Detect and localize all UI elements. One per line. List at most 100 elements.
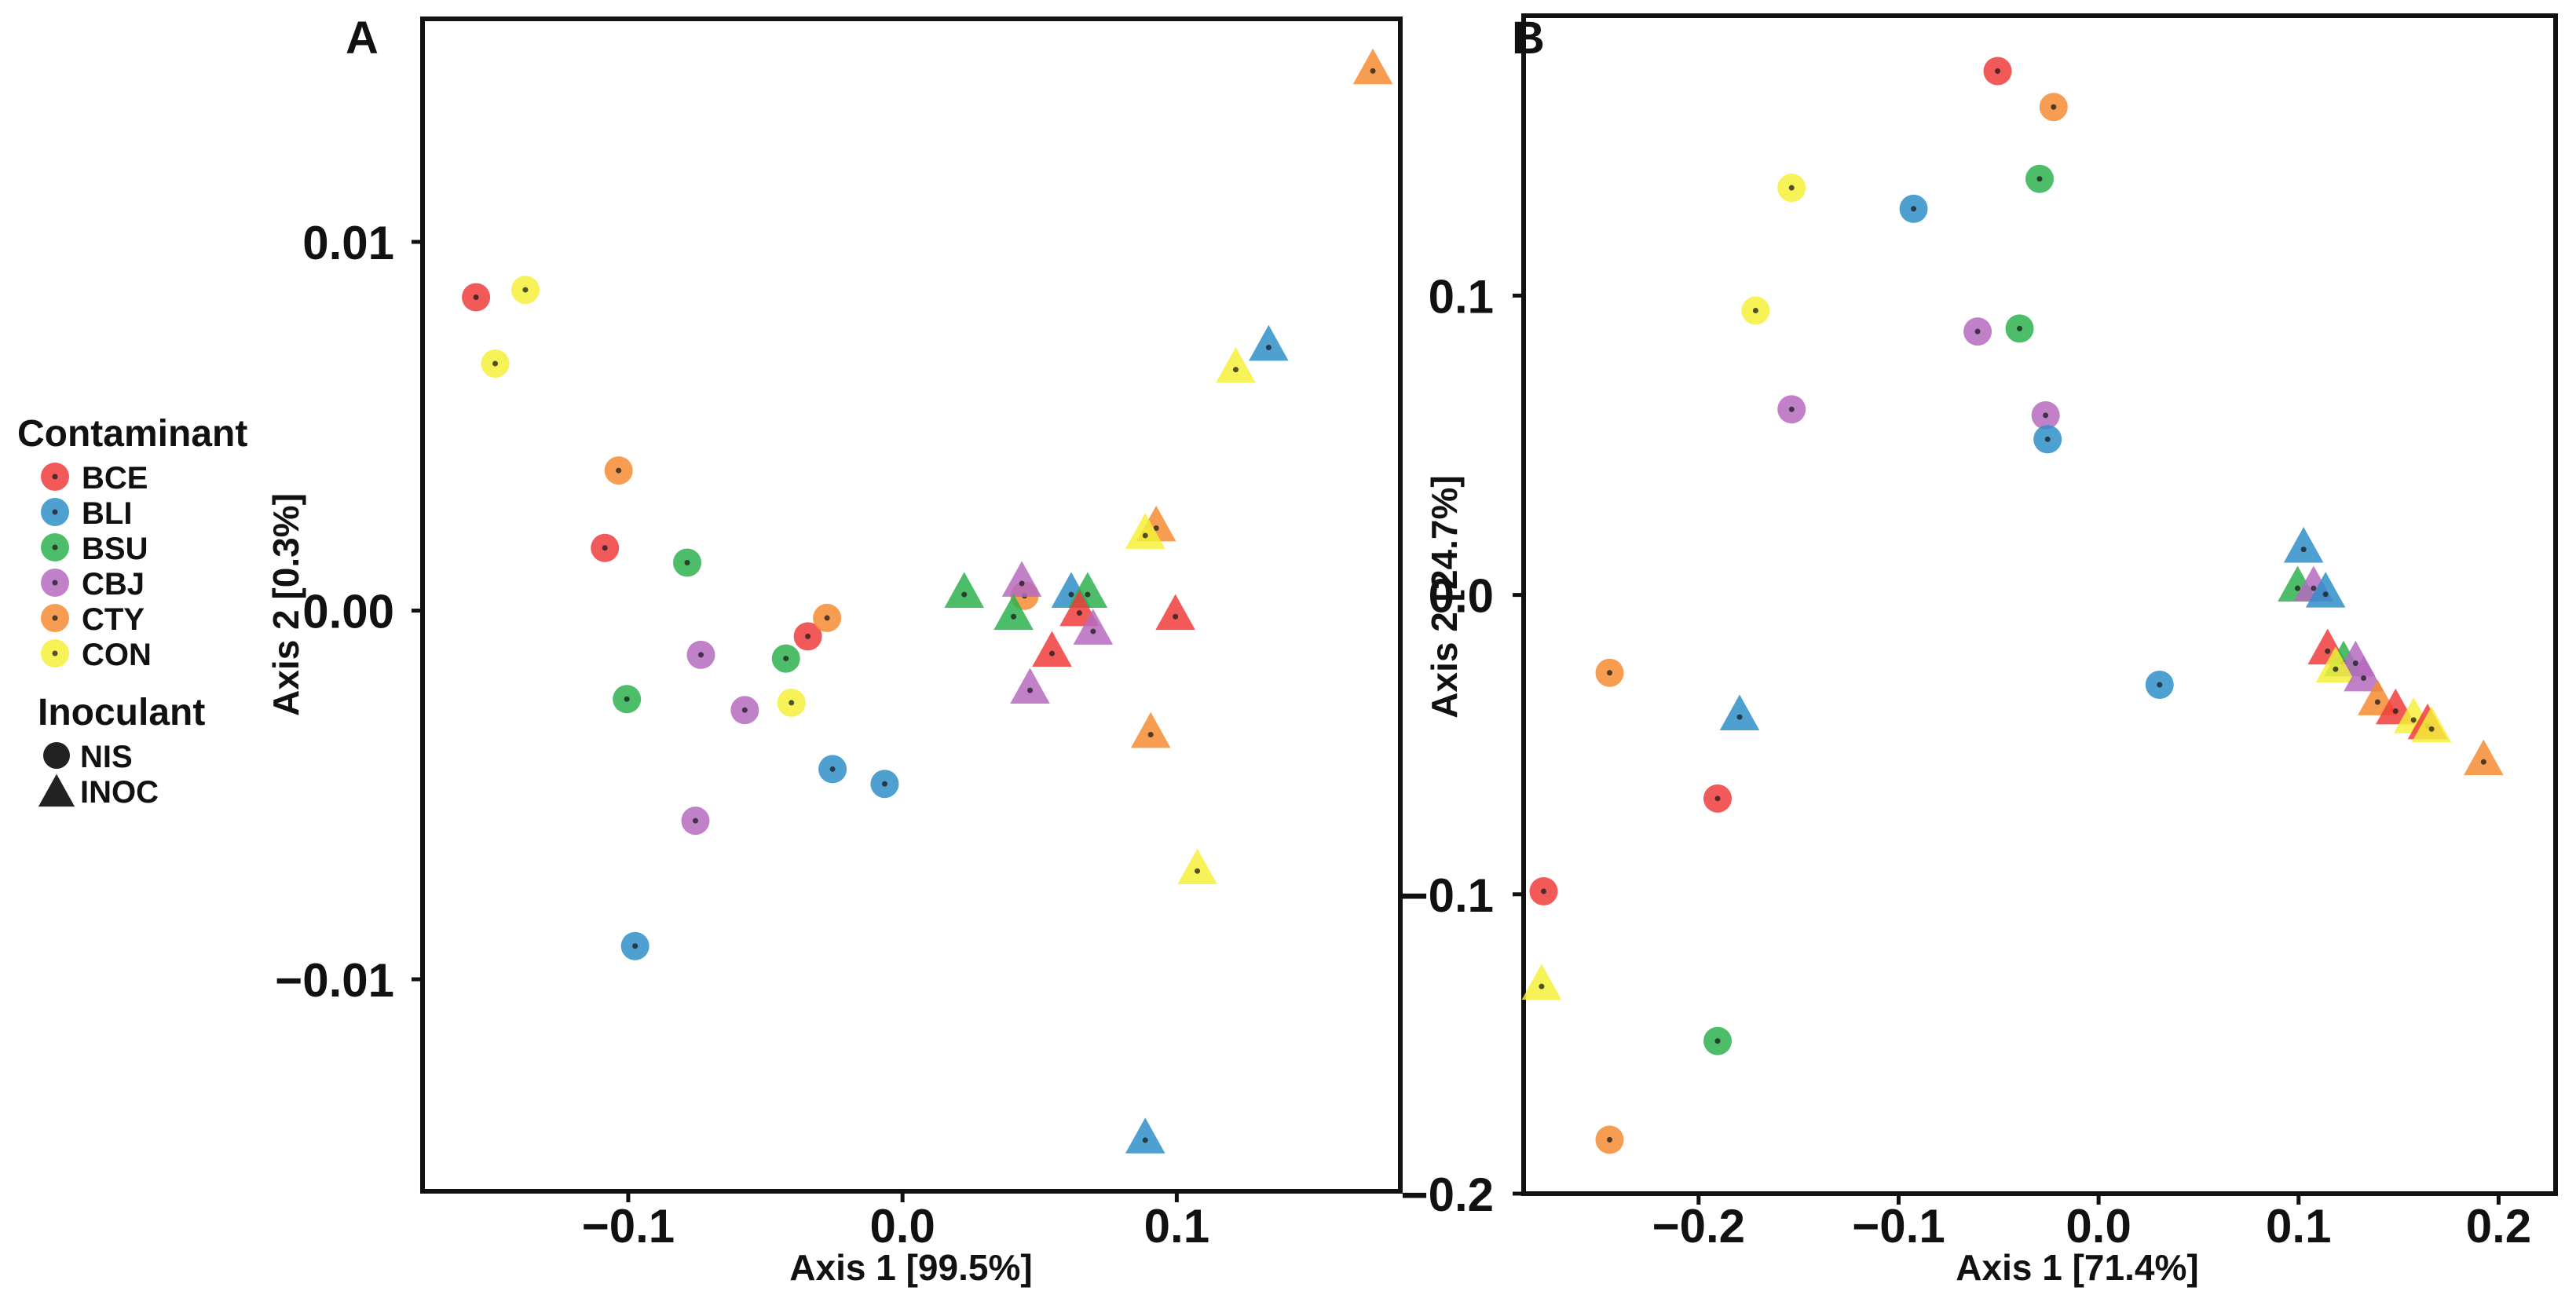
point-bli-inoc-center-dot — [1068, 591, 1074, 598]
legend-label: BCE — [82, 461, 148, 496]
panel-b-x-axis: −0.2 −0.1 0.0 0.1 0.2 — [1652, 1194, 2531, 1253]
point-bli-inoc-marker — [1125, 1117, 1165, 1154]
point-cbj-inoc — [1001, 561, 1042, 597]
point-bsu-inoc-center-dot — [1085, 591, 1091, 598]
point-cbj-nis-center-dot — [2043, 412, 2049, 419]
legend-swatch-dot — [52, 580, 58, 586]
point-bce-inoc-center-dot — [1076, 610, 1082, 616]
panel-b-frame — [1521, 13, 2558, 1196]
point-con-nis-center-dot — [1788, 185, 1795, 191]
point-cbj-nis — [686, 640, 715, 669]
point-bli-inoc — [2305, 572, 2346, 608]
point-cty-nis-center-dot — [2051, 104, 2057, 110]
point-bsu-nis-center-dot — [2017, 325, 2023, 331]
point-con-nis — [481, 349, 510, 378]
point-bsu-nis — [771, 644, 800, 673]
point-con-inoc-marker — [1125, 513, 1165, 549]
point-cbj-inoc — [1073, 609, 1114, 645]
point-bce-inoc-marker — [1032, 631, 1072, 667]
point-cty-inoc-center-dot — [1153, 525, 1159, 532]
panel-b-letter: B — [1512, 13, 1545, 64]
point-bce-nis-center-dot — [602, 545, 608, 551]
point-cty-nis-center-dot — [1607, 670, 1612, 676]
legend-label: CBJ — [82, 567, 145, 602]
point-bli-inoc — [1719, 694, 1760, 730]
point-bli-inoc-center-dot — [1265, 345, 1272, 351]
panel-b: B 0.1 0.0 −0.1 −0.2 −0.2 −0.1 0.0 0.1 0.2 Axis … — [1401, 13, 2558, 1288]
point-con-inoc — [1521, 964, 1562, 1000]
legend-label: CTY — [82, 602, 145, 637]
point-bli-nis-center-dot — [2157, 682, 2163, 688]
panel-a-points — [462, 48, 1393, 1154]
point-cbj-inoc-center-dot — [1019, 580, 1025, 587]
point-cty-nis — [1595, 1125, 1624, 1154]
panel-a-y-axis: 0.01 0.00 −0.01 — [275, 217, 423, 1007]
point-bce-nis — [793, 622, 822, 651]
x-tick-label: 0.1 — [2266, 1200, 2331, 1253]
point-bsu-nis-center-dot — [624, 696, 630, 702]
point-bli-nis — [2145, 670, 2174, 699]
point-bli-inoc-center-dot — [1142, 1137, 1148, 1143]
y-tick-label: 0.1 — [1429, 270, 1494, 323]
legend-swatch-dot — [52, 544, 58, 550]
legend-shape-circle — [43, 742, 70, 769]
point-bsu-nis — [2005, 314, 2034, 343]
point-bli-inoc-marker — [1249, 324, 1289, 361]
point-bce-nis — [1983, 57, 2012, 86]
point-bce-inoc-center-dot — [1173, 613, 1179, 620]
x-tick-label: 0.0 — [869, 1200, 935, 1253]
point-cbj-nis-center-dot — [1974, 328, 1981, 335]
point-bli-nis-center-dot — [881, 781, 887, 787]
legend-label: NIS — [80, 740, 133, 774]
point-con-nis — [1741, 296, 1770, 325]
point-cbj-nis — [1963, 317, 1992, 346]
panel-b-points — [1521, 57, 2504, 1154]
point-cbj-inoc-center-dot — [1027, 687, 1034, 693]
legend-swatch-dot — [52, 615, 58, 621]
point-con-inoc — [1216, 347, 1256, 383]
point-cbj-nis — [681, 806, 710, 836]
point-con-nis-center-dot — [522, 287, 529, 293]
point-bli-inoc-marker — [1719, 694, 1760, 730]
point-con-nis — [777, 688, 806, 717]
point-bsu-inoc — [993, 594, 1034, 631]
point-con-nis — [1777, 174, 1806, 203]
point-bce-inoc-center-dot — [1048, 650, 1055, 656]
point-cbj-inoc-marker — [1073, 609, 1114, 645]
point-bsu-inoc-marker — [993, 594, 1034, 631]
legend-label: BLI — [82, 496, 132, 531]
legend-item-bsu: BSU — [41, 532, 148, 566]
point-con-inoc-marker — [2411, 706, 2452, 743]
point-con-inoc-center-dot — [2410, 717, 2417, 723]
point-cty-nis — [2039, 93, 2068, 122]
point-bsu-nis — [2025, 164, 2054, 193]
point-bli-nis — [1899, 194, 1928, 223]
point-bli-nis-center-dot — [2044, 436, 2051, 442]
legend-item-con: CON — [41, 638, 152, 672]
panel-b-x-label: Axis 1 [71.4%] — [1956, 1247, 2198, 1288]
legend-swatch-dot — [52, 509, 58, 515]
legend-item-inoc: INOC — [38, 774, 159, 810]
point-con-inoc-center-dot — [2333, 666, 2339, 672]
point-con-inoc-marker — [1521, 964, 1562, 1000]
point-bce-nis — [1703, 784, 1733, 813]
legend-label: BSU — [82, 532, 148, 566]
point-con-inoc-center-dot — [1232, 367, 1239, 373]
legend-swatch-dot — [52, 474, 58, 480]
point-bce-nis-center-dot — [1540, 888, 1546, 894]
legend-item-cty: CTY — [41, 602, 145, 637]
x-tick-label: −0.2 — [1652, 1200, 1745, 1253]
point-bce-inoc-center-dot — [2392, 708, 2399, 714]
point-bsu-nis — [1703, 1026, 1733, 1055]
point-bce-inoc-center-dot — [2325, 648, 2331, 654]
point-con-inoc — [2315, 646, 2356, 682]
point-bce-nis-center-dot — [473, 294, 479, 300]
point-con-inoc-marker — [2315, 646, 2356, 682]
y-tick-label: −0.1 — [1401, 869, 1494, 922]
point-bsu-inoc-center-dot — [1011, 613, 1017, 620]
point-cbj-inoc — [1010, 667, 1050, 704]
point-cbj-inoc-marker — [1001, 561, 1042, 597]
y-tick-label: 0.0 — [1429, 570, 1494, 623]
